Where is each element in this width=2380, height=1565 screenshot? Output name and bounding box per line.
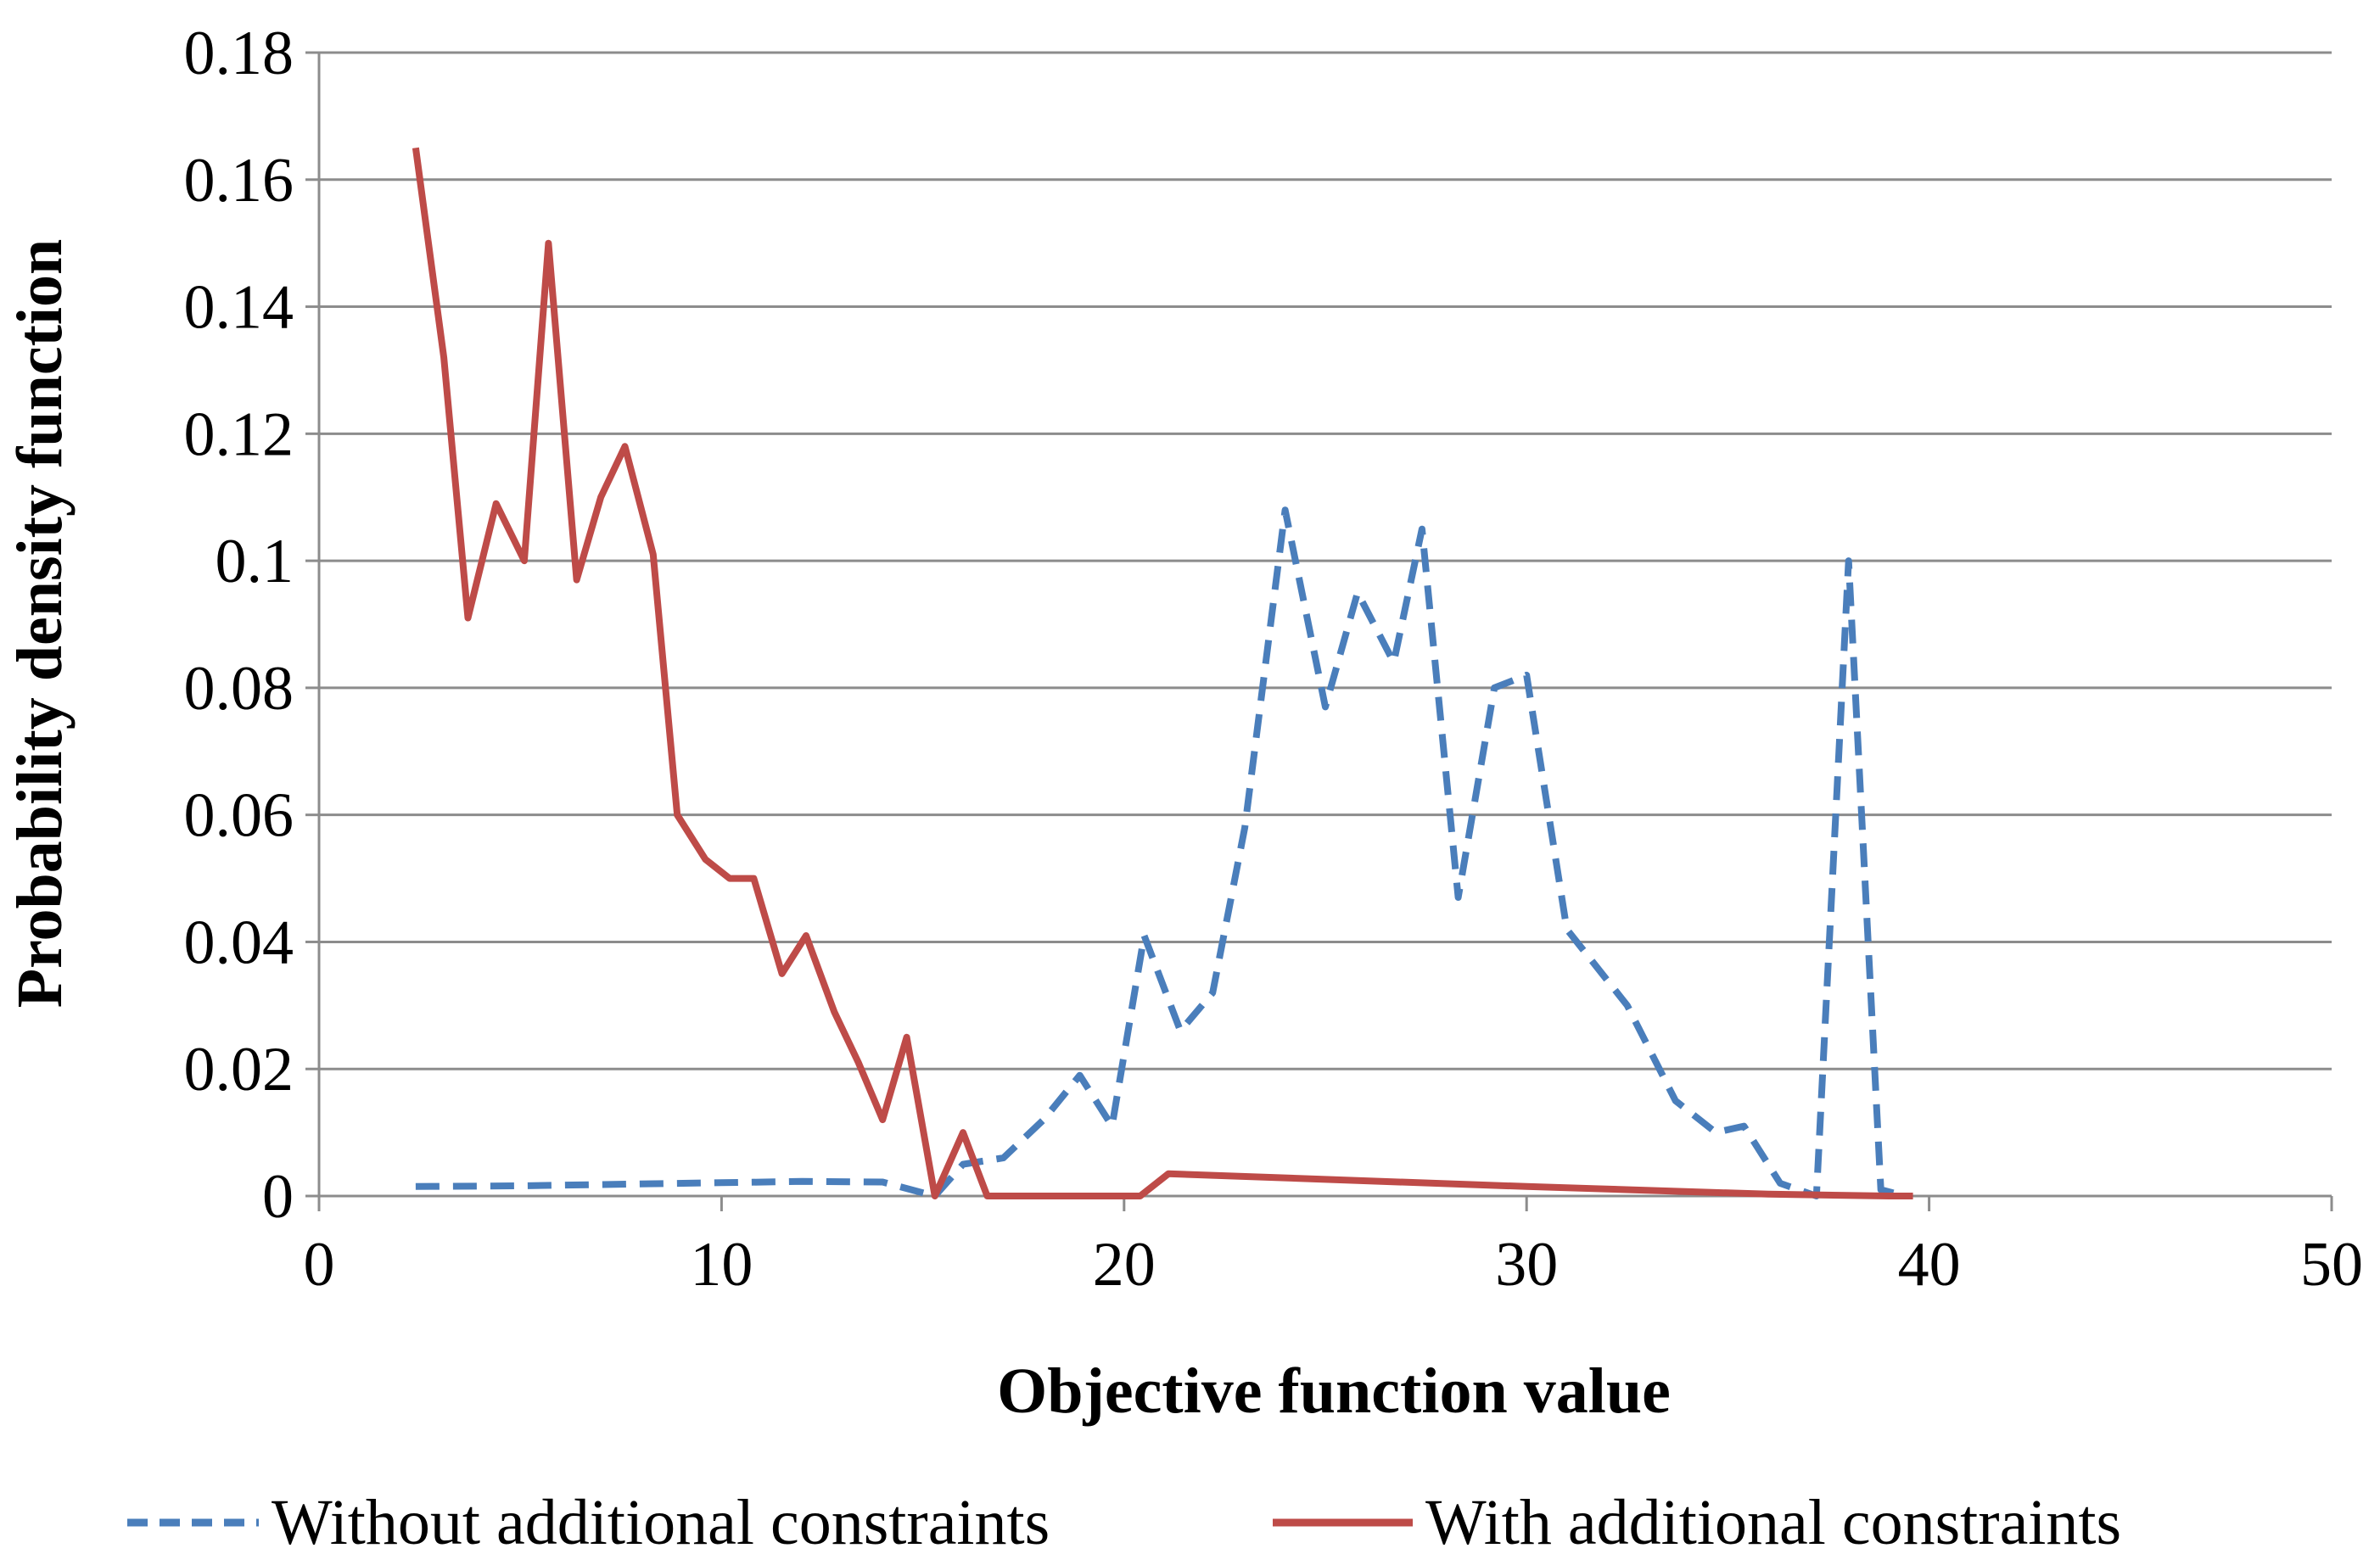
x-tick-label: 20 bbox=[1093, 1230, 1156, 1300]
legend-label-without: Without additional constraints bbox=[272, 1487, 1050, 1558]
y-tick-label: 0.06 bbox=[184, 781, 294, 851]
y-tick-label: 0.18 bbox=[184, 19, 294, 88]
y-tick-label: 0.12 bbox=[184, 400, 294, 469]
x-axis-title: Objective function value bbox=[997, 1355, 1671, 1427]
series-lines bbox=[412, 147, 1913, 1199]
y-tick-label: 0.16 bbox=[184, 146, 294, 215]
x-tick-label: 30 bbox=[1495, 1230, 1558, 1300]
gridlines bbox=[319, 51, 2332, 1070]
series-line-without-constraints bbox=[415, 506, 1907, 1199]
y-tick-label: 0.02 bbox=[184, 1035, 294, 1104]
series-line-with-constraints bbox=[412, 147, 1913, 1199]
y-tick-label: 0.14 bbox=[184, 273, 294, 343]
x-tick-label: 40 bbox=[1898, 1230, 1961, 1300]
y-tick-label: 0.1 bbox=[216, 527, 294, 596]
y-tick-label: 0 bbox=[262, 1162, 294, 1232]
y-tick-label: 0.04 bbox=[184, 908, 294, 977]
x-tick-label: 10 bbox=[690, 1230, 753, 1300]
legend-label-with: With additional constraints bbox=[1425, 1487, 2121, 1558]
y-tick-label: 0.08 bbox=[184, 654, 294, 724]
x-tick-label: 50 bbox=[2300, 1230, 2363, 1300]
axes bbox=[305, 51, 2333, 1211]
y-tick-labels: 0 0.02 0.04 0.06 0.08 0.1 0.12 0.14 0.16 0.18 bbox=[184, 19, 294, 1232]
legend: Without additional constraints With addi… bbox=[127, 1487, 2121, 1558]
x-tick-label: 0 bbox=[304, 1230, 335, 1300]
x-tick-labels: 0 10 20 30 40 50 bbox=[304, 1230, 2364, 1300]
y-axis-title: Probability density function bbox=[4, 239, 76, 1009]
